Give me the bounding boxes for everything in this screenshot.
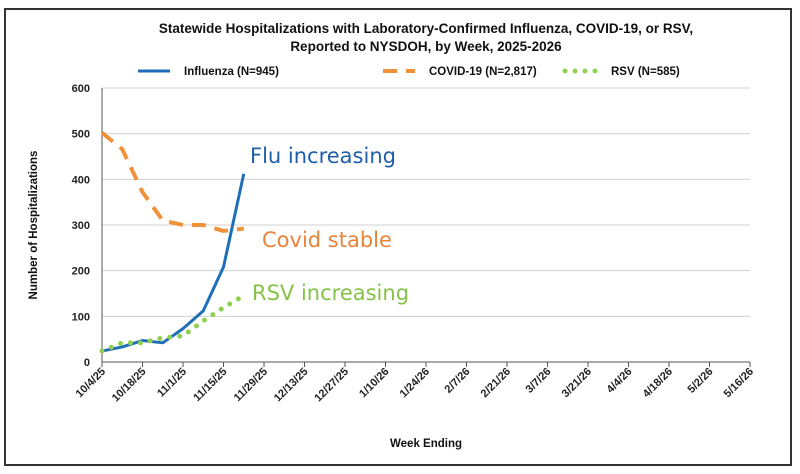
x-tick-label: 4/4/26 (605, 366, 635, 396)
x-tick-label: 4/18/26 (641, 366, 675, 400)
series-line-rsv (99, 293, 247, 354)
y-axis-label: Number of Hospitalizations (28, 151, 40, 300)
annotation-covid: Covid stable (262, 228, 392, 252)
legend: Influenza (N=945) COVID-19 (N=2,817) RSV (… (138, 66, 680, 78)
y-tick-label: 400 (72, 174, 90, 186)
x-tick-label: 2/7/26 (443, 366, 473, 396)
annotation-rsv: RSV increasing (252, 281, 409, 305)
x-tick-label: 11/1/25 (155, 366, 189, 400)
series-line-influenza (101, 173, 246, 353)
y-tick-label: 200 (72, 266, 90, 278)
axes: 0 100 200 300 400 500 600 10/4/25 10/18/25 11/1/2… (72, 83, 756, 404)
legend-label: Influenza (N=945) (184, 66, 279, 78)
series-line-covid-19 (100, 131, 244, 233)
x-tick-label: 1/10/26 (357, 366, 391, 400)
chart-title-line1: Statewide Hospitalizations with Laborato… (159, 21, 693, 36)
legend-label: COVID-19 (N=2,817) (429, 66, 537, 78)
x-tick-label: 1/24/26 (398, 366, 432, 400)
x-tick-label: 5/16/26 (722, 366, 756, 400)
chart-border (4, 8, 792, 466)
series-group (99, 131, 247, 354)
annotation-flu: Flu increasing (250, 144, 396, 168)
x-tick-label: 2/21/26 (479, 366, 513, 400)
y-tick-label: 0 (84, 357, 90, 369)
chart-title-line2: Reported to NYSDOH, by Week, 2025-2026 (290, 39, 562, 54)
x-tick-label: 12/27/25 (312, 366, 351, 405)
x-tick-label: 5/2/26 (686, 366, 716, 396)
legend-label: RSV (N=585) (611, 66, 680, 78)
x-axis-label: Week Ending (390, 438, 462, 450)
x-tick-label: 10/4/25 (74, 366, 108, 400)
y-tick-label: 100 (72, 311, 90, 323)
x-tick-label: 3/7/26 (524, 366, 554, 396)
gridlines (102, 87, 750, 317)
x-tick-label: 11/29/25 (232, 366, 270, 404)
x-tick-label: 11/15/25 (191, 366, 229, 404)
x-tick-label: 3/21/26 (560, 366, 594, 400)
x-tick-label: 12/13/25 (272, 366, 311, 405)
y-tick-label: 300 (72, 220, 90, 232)
x-tick-label: 10/18/25 (110, 366, 149, 405)
y-tick-label: 500 (72, 129, 90, 141)
y-tick-label: 600 (72, 83, 90, 95)
